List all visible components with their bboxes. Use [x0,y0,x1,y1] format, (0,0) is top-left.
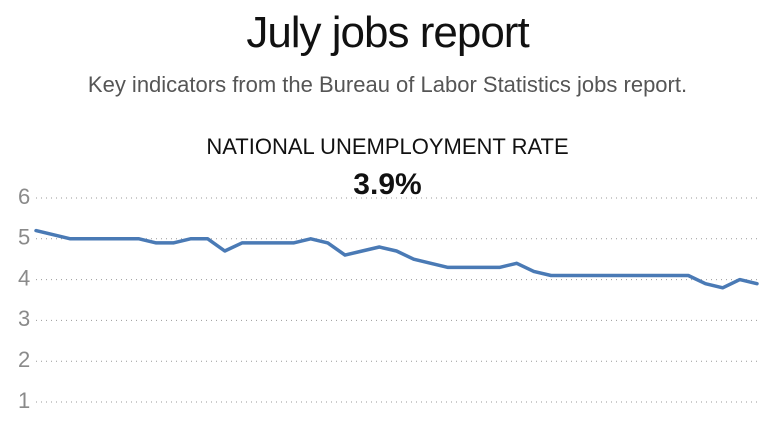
y-tick-label: 1 [18,388,30,413]
y-axis-ticks: 1 2 3 4 5 6 [18,184,30,413]
y-tick-label: 2 [18,347,30,372]
y-tick-label: 4 [18,265,30,290]
page-subtitle: Key indicators from the Bureau of Labor … [87,72,688,97]
series-line [34,228,759,290]
chart-title: NATIONAL UNEMPLOYMENT RATE [206,134,569,159]
y-tick-label: 5 [18,225,30,250]
page-title: July jobs report [246,8,529,57]
y-tick-label: 3 [18,306,30,331]
y-tick-label: 6 [18,184,30,209]
series-layer [34,228,759,290]
grid-layer [36,197,757,403]
current-rate-value: 3.9% [353,168,422,201]
